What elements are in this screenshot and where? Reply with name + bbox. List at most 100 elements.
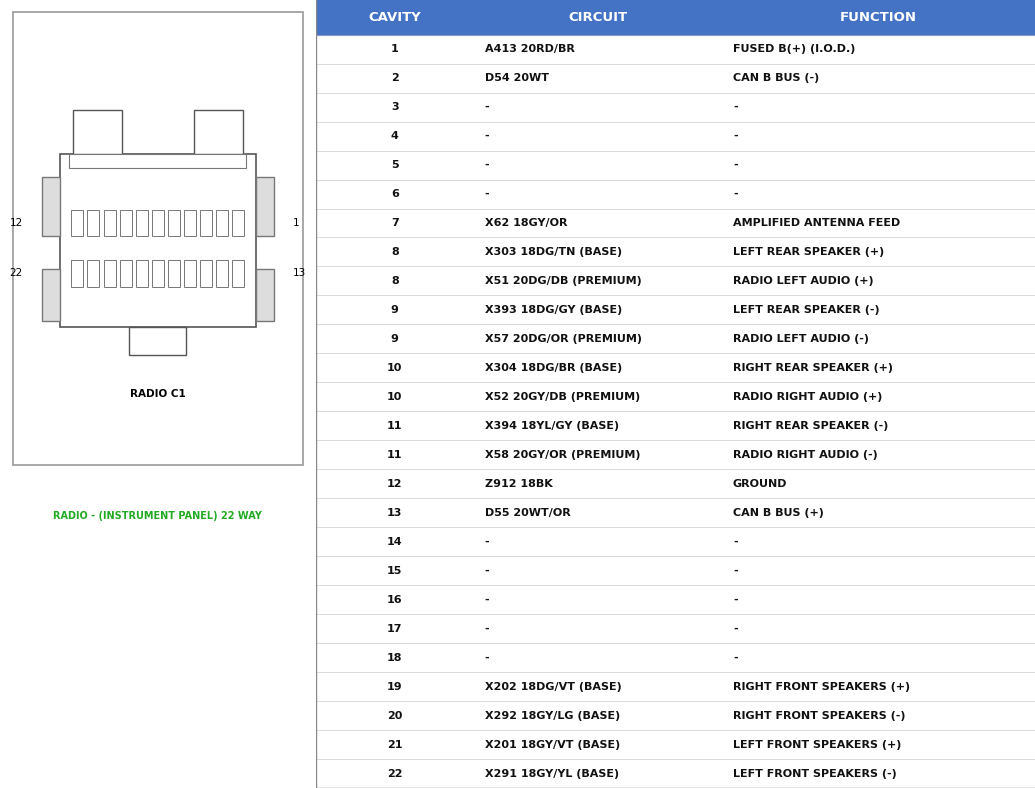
Text: 2: 2 xyxy=(391,73,398,83)
Text: 8: 8 xyxy=(391,247,398,257)
Bar xyxy=(316,0,1035,35)
Text: 14: 14 xyxy=(387,537,403,547)
Text: -: - xyxy=(484,652,490,663)
Text: 13: 13 xyxy=(387,507,403,518)
Bar xyxy=(72,110,121,154)
Text: CAVITY: CAVITY xyxy=(368,11,421,24)
Text: -: - xyxy=(484,189,490,199)
Text: X394 18YL/GY (BASE): X394 18YL/GY (BASE) xyxy=(484,421,619,431)
Bar xyxy=(216,210,229,236)
Text: X201 18GY/VT (BASE): X201 18GY/VT (BASE) xyxy=(484,740,620,749)
Text: RIGHT FRONT SPEAKERS (-): RIGHT FRONT SPEAKERS (-) xyxy=(733,711,906,720)
Text: 7: 7 xyxy=(391,218,398,228)
Text: 18: 18 xyxy=(387,652,403,663)
Text: -: - xyxy=(484,623,490,634)
Text: D54 20WT: D54 20WT xyxy=(484,73,549,83)
Text: -: - xyxy=(733,623,738,634)
Text: RADIO C1: RADIO C1 xyxy=(130,389,185,399)
Bar xyxy=(71,260,84,287)
Text: -: - xyxy=(484,566,490,576)
Bar xyxy=(200,210,212,236)
Text: 6: 6 xyxy=(391,189,398,199)
Text: 16: 16 xyxy=(387,595,403,604)
Text: -: - xyxy=(484,595,490,604)
Bar xyxy=(129,327,186,355)
Text: 17: 17 xyxy=(387,623,403,634)
Text: -: - xyxy=(733,652,738,663)
Text: 22: 22 xyxy=(387,768,403,779)
Text: RADIO LEFT AUDIO (+): RADIO LEFT AUDIO (+) xyxy=(733,276,874,286)
Text: X393 18DG/GY (BASE): X393 18DG/GY (BASE) xyxy=(484,305,622,315)
Bar xyxy=(120,260,131,287)
Text: 5: 5 xyxy=(391,160,398,170)
Text: Z912 18BK: Z912 18BK xyxy=(484,479,553,489)
Text: X51 20DG/DB (PREMIUM): X51 20DG/DB (PREMIUM) xyxy=(484,276,642,286)
Text: -: - xyxy=(733,595,738,604)
Text: -: - xyxy=(484,160,490,170)
Bar xyxy=(216,260,229,287)
Text: 13: 13 xyxy=(293,269,306,278)
Bar xyxy=(256,269,274,321)
Text: -: - xyxy=(484,537,490,547)
Bar xyxy=(41,269,60,321)
Text: X58 20GY/OR (PREMIUM): X58 20GY/OR (PREMIUM) xyxy=(484,450,641,459)
Text: D55 20WT/OR: D55 20WT/OR xyxy=(484,507,570,518)
Text: X57 20DG/OR (PREMIUM): X57 20DG/OR (PREMIUM) xyxy=(484,334,642,344)
Text: -: - xyxy=(733,160,738,170)
Text: -: - xyxy=(484,102,490,112)
Text: CAN B BUS (+): CAN B BUS (+) xyxy=(733,507,824,518)
Bar xyxy=(195,110,243,154)
Text: GROUND: GROUND xyxy=(733,479,788,489)
Text: 12: 12 xyxy=(9,218,23,228)
Text: AMPLIFIED ANTENNA FEED: AMPLIFIED ANTENNA FEED xyxy=(733,218,900,228)
Text: -: - xyxy=(733,566,738,576)
Bar xyxy=(184,260,196,287)
Text: 11: 11 xyxy=(387,421,403,431)
Bar xyxy=(168,210,180,236)
Text: -: - xyxy=(733,189,738,199)
Text: FUSED B(+) (I.O.D.): FUSED B(+) (I.O.D.) xyxy=(733,44,855,54)
Bar xyxy=(104,210,116,236)
Text: RADIO RIGHT AUDIO (+): RADIO RIGHT AUDIO (+) xyxy=(733,392,882,402)
Text: LEFT FRONT SPEAKERS (+): LEFT FRONT SPEAKERS (+) xyxy=(733,740,901,749)
Text: A413 20RD/BR: A413 20RD/BR xyxy=(484,44,574,54)
Text: LEFT REAR SPEAKER (+): LEFT REAR SPEAKER (+) xyxy=(733,247,884,257)
Text: 10: 10 xyxy=(387,392,403,402)
Text: 8: 8 xyxy=(391,276,398,286)
Text: 20: 20 xyxy=(387,711,403,720)
Text: 1: 1 xyxy=(391,44,398,54)
Text: 15: 15 xyxy=(387,566,403,576)
Text: X292 18GY/LG (BASE): X292 18GY/LG (BASE) xyxy=(484,711,620,720)
Bar xyxy=(69,154,246,168)
Text: -: - xyxy=(733,102,738,112)
Text: 10: 10 xyxy=(387,363,403,373)
Text: X62 18GY/OR: X62 18GY/OR xyxy=(484,218,567,228)
Text: -: - xyxy=(733,131,738,141)
Text: 9: 9 xyxy=(391,334,398,344)
Text: 21: 21 xyxy=(387,740,403,749)
Bar xyxy=(136,210,148,236)
Bar xyxy=(87,260,99,287)
Text: X304 18DG/BR (BASE): X304 18DG/BR (BASE) xyxy=(484,363,622,373)
Bar xyxy=(232,210,244,236)
Text: FUNCTION: FUNCTION xyxy=(840,11,917,24)
Bar xyxy=(136,260,148,287)
Text: RIGHT FRONT SPEAKERS (+): RIGHT FRONT SPEAKERS (+) xyxy=(733,682,910,692)
Bar xyxy=(168,260,180,287)
Text: X202 18DG/VT (BASE): X202 18DG/VT (BASE) xyxy=(484,682,621,692)
Text: -: - xyxy=(733,537,738,547)
Text: 3: 3 xyxy=(391,102,398,112)
Bar xyxy=(104,260,116,287)
Bar xyxy=(232,260,244,287)
Text: 4: 4 xyxy=(391,131,398,141)
Bar xyxy=(41,177,60,236)
Bar xyxy=(184,210,196,236)
Text: 19: 19 xyxy=(387,682,403,692)
Text: CIRCUIT: CIRCUIT xyxy=(568,11,627,24)
Bar xyxy=(256,177,274,236)
Text: RADIO RIGHT AUDIO (-): RADIO RIGHT AUDIO (-) xyxy=(733,450,878,459)
Bar xyxy=(12,12,303,465)
Text: X52 20GY/DB (PREMIUM): X52 20GY/DB (PREMIUM) xyxy=(484,392,640,402)
Text: RADIO LEFT AUDIO (-): RADIO LEFT AUDIO (-) xyxy=(733,334,869,344)
Text: 12: 12 xyxy=(387,479,403,489)
